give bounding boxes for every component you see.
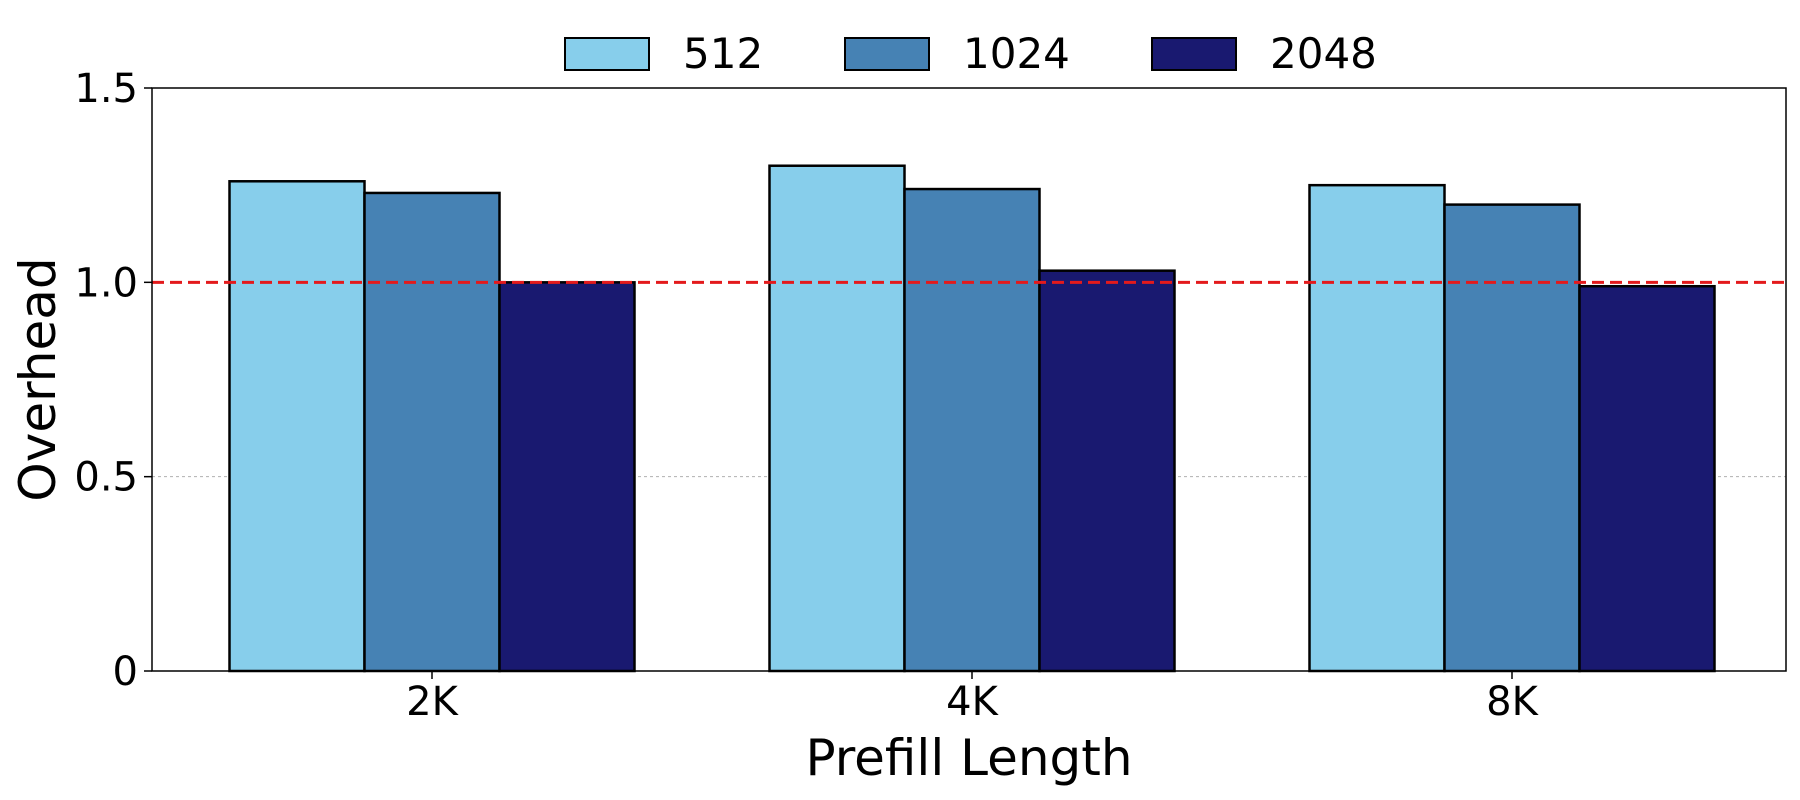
bars bbox=[228, 164, 1716, 673]
x-tick-label: 2K bbox=[406, 679, 459, 725]
y-tick-label: 0.5 bbox=[74, 455, 138, 501]
legend-swatch-2048 bbox=[1151, 37, 1237, 71]
y-tick-label: 0 bbox=[113, 649, 138, 695]
legend-label-1024: 1024 bbox=[963, 29, 1070, 78]
bar-512-4K bbox=[768, 164, 906, 673]
bar-1024-8K bbox=[1443, 203, 1581, 673]
bar-1024-2K bbox=[363, 191, 501, 673]
x-axis: 2K 4K 8K bbox=[406, 671, 1540, 725]
y-tick-label: 1.5 bbox=[74, 66, 138, 112]
legend-label-2048: 2048 bbox=[1270, 29, 1377, 78]
legend-swatch-512 bbox=[564, 37, 650, 71]
y-axis-title: Overhead bbox=[9, 257, 67, 501]
bar-512-2K bbox=[228, 180, 366, 673]
x-tick-label: 8K bbox=[1486, 679, 1539, 725]
legend-swatch-1024 bbox=[844, 37, 930, 71]
bar-2048-8K bbox=[1578, 284, 1716, 673]
x-tick-label: 4K bbox=[946, 679, 999, 725]
bar-2048-2K bbox=[498, 281, 636, 673]
y-tick-label: 1.0 bbox=[74, 260, 138, 306]
y-axis: 0 0.5 1.0 1.5 bbox=[74, 66, 152, 695]
x-axis-title: Prefill Length bbox=[805, 729, 1132, 787]
legend: 512 1024 2048 bbox=[564, 29, 1377, 78]
plot-frame bbox=[151, 87, 1787, 672]
legend-label-512: 512 bbox=[683, 29, 763, 78]
bar-2048-4K bbox=[1038, 269, 1176, 673]
bar-512-8K bbox=[1308, 183, 1446, 673]
bar-1024-4K bbox=[903, 187, 1041, 673]
